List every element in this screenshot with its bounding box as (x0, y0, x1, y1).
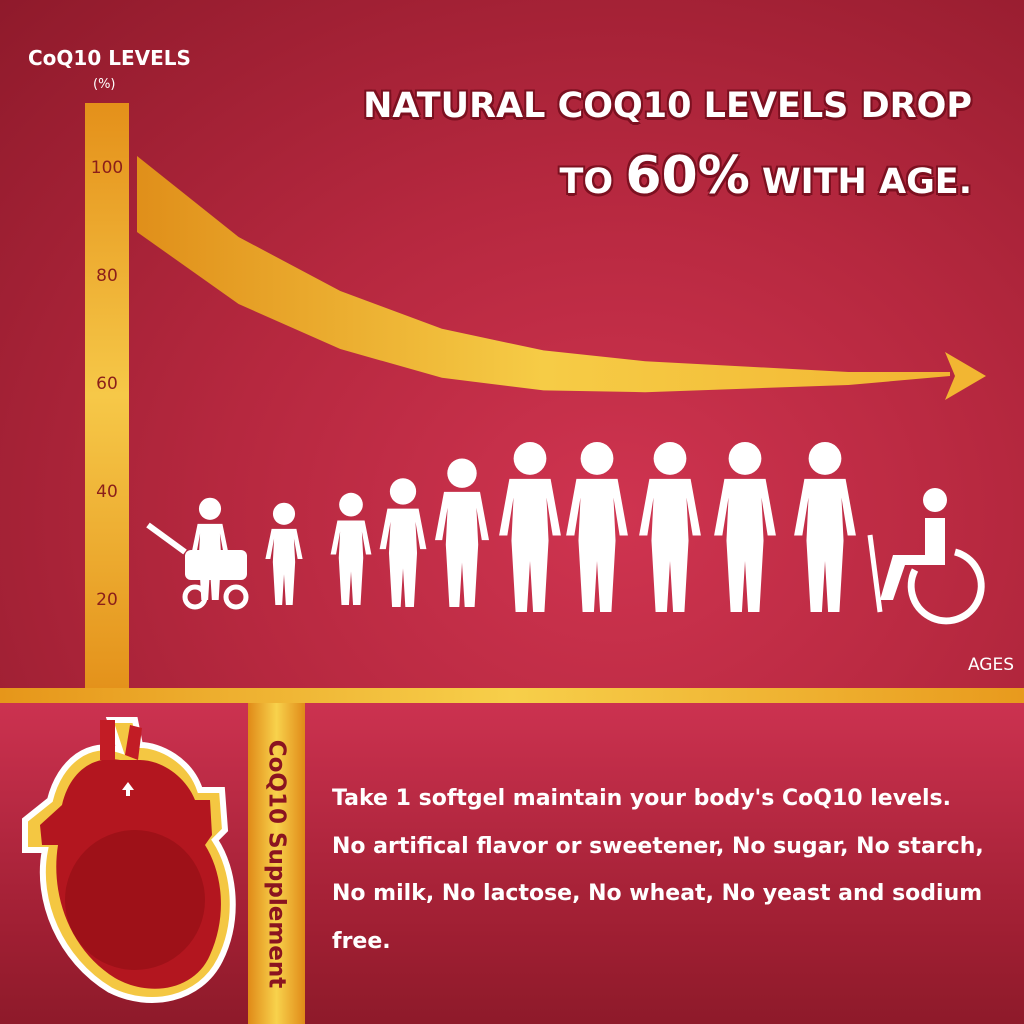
side-label-bar (248, 703, 305, 1024)
adult-woman-icon (566, 442, 628, 612)
adult-man-icon (499, 442, 561, 612)
elderly-cane-icon (794, 442, 883, 613)
description-line: No artifical flavor or sweetener, No sug… (332, 833, 984, 859)
headline-highlight: 60% (625, 146, 750, 206)
adult-man-2-icon (639, 442, 701, 612)
x-axis-bar (0, 688, 1024, 703)
product-description: Take 1 softgel maintain your body's CoQ1… (332, 775, 1022, 965)
decline-band (137, 156, 950, 393)
arrow-head (945, 352, 986, 400)
y-axis-unit: (%) (93, 77, 116, 92)
chart-svg (137, 156, 986, 625)
headline-line1: NATURAL COQ10 LEVELS DROP (363, 86, 972, 126)
toddler-icon (265, 502, 303, 605)
description-line: free. (332, 928, 391, 954)
y-axis-bar (85, 103, 129, 688)
description-line: Take 1 softgel maintain your body's CoQ1… (332, 786, 951, 811)
side-label: CoQ10 Supplement (249, 703, 304, 1024)
wheelchair-icon (880, 488, 985, 625)
baby-stroller-icon (146, 497, 249, 610)
adult-woman-2-icon (714, 442, 776, 612)
y-axis-label: CoQ10 LEVELS (28, 46, 191, 70)
y-tick-label: 80 (96, 266, 118, 286)
y-tick-label: 100 (90, 158, 124, 178)
y-tick-label: 60 (96, 374, 118, 394)
teen-icon (435, 458, 489, 607)
x-axis-label: AGES (967, 655, 1014, 675)
girl-child-icon (330, 492, 372, 605)
headline-pre: TO (559, 162, 626, 202)
side-label-text: CoQ10 Supplement (263, 739, 290, 988)
child-icon (379, 478, 427, 607)
headline-line2: TO 60% WITH AGE. (560, 146, 972, 206)
y-tick-label: 40 (96, 482, 118, 502)
heart-icon (22, 717, 236, 1003)
headline-post: WITH AGE. (749, 162, 972, 202)
y-tick-label: 20 (96, 590, 118, 610)
description-line: No milk, No lactose, No wheat, No yeast … (332, 881, 983, 906)
